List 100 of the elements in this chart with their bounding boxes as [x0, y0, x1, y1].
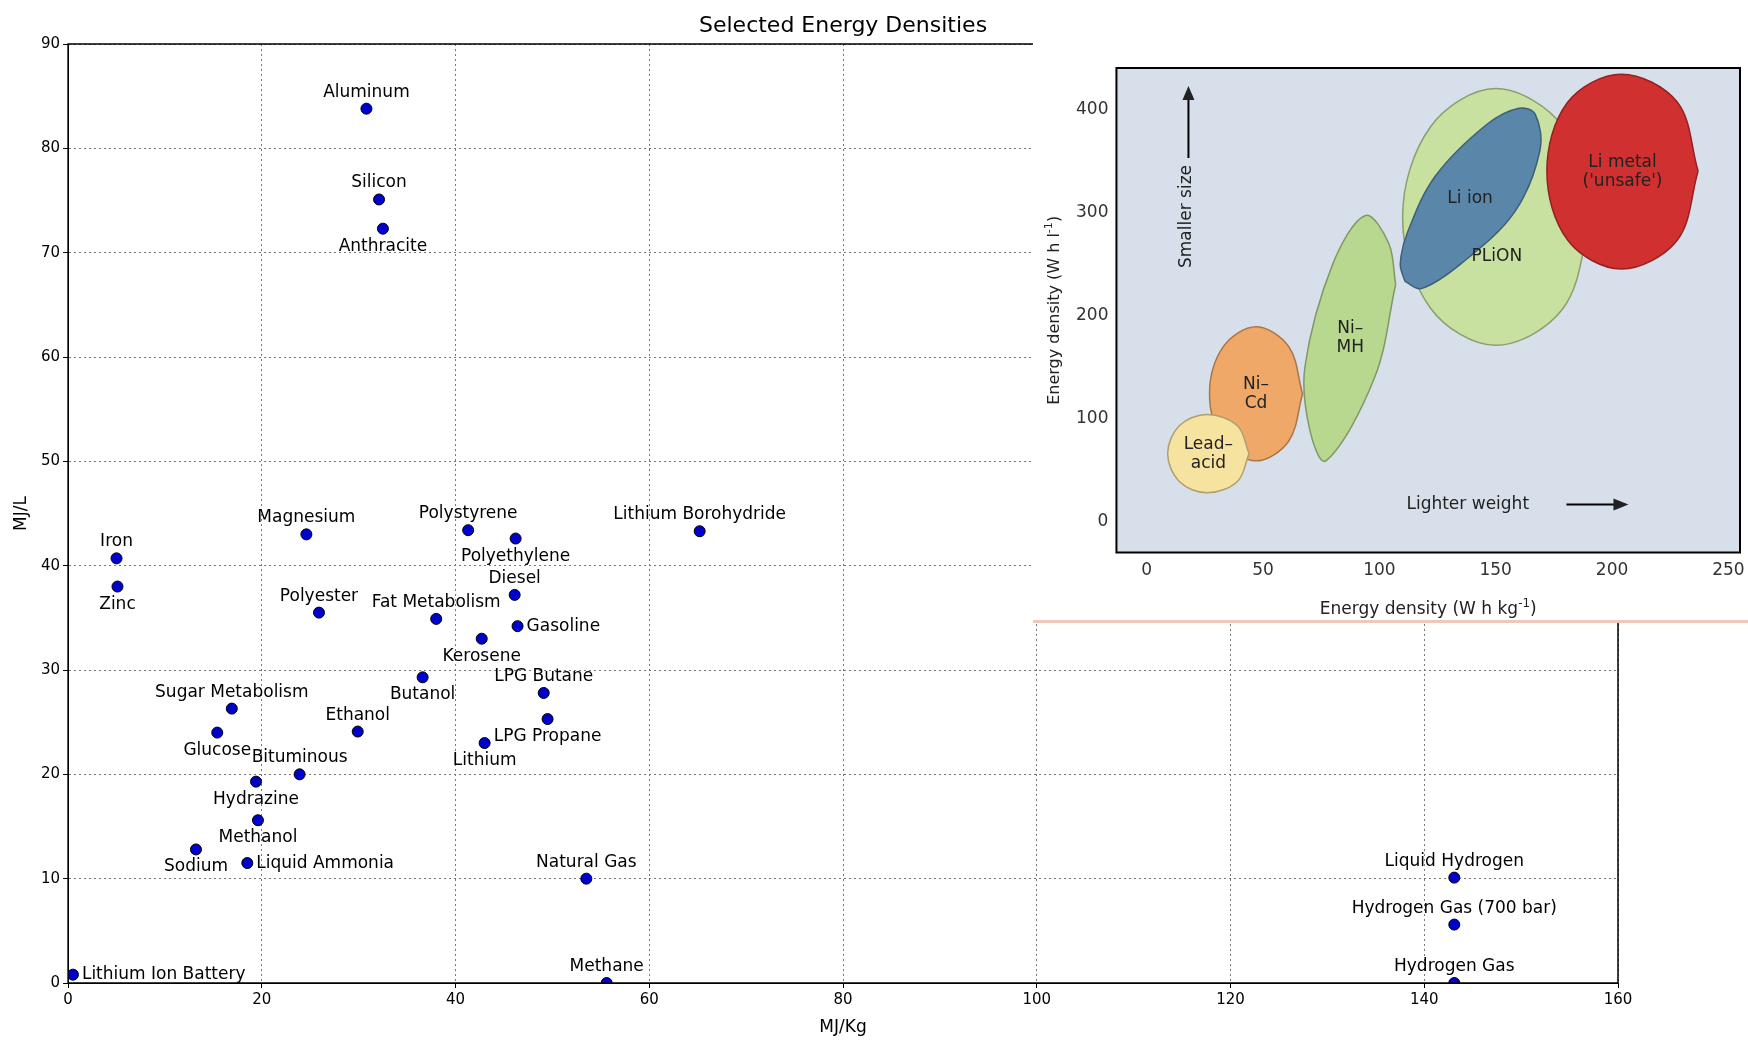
point — [211, 726, 224, 739]
annotation: Lithium Borohydride — [613, 503, 787, 524]
point — [430, 612, 443, 625]
point — [693, 525, 706, 538]
point — [312, 606, 325, 619]
y-tick-label: 70 — [40, 242, 61, 261]
x-tick-label: 80 — [833, 989, 853, 1008]
annotation: Hydrogen Gas — [1394, 955, 1515, 975]
x-tick-label: 200 — [1595, 559, 1629, 580]
point — [416, 671, 429, 684]
point — [508, 588, 521, 601]
x-tick-label: 40 — [446, 989, 466, 1008]
annotation: Polyester — [279, 584, 359, 605]
annotation: Gasoline — [526, 614, 601, 635]
x-axis-title: MJ/Kg — [819, 1016, 867, 1036]
x-tick-label: 100 — [1022, 989, 1052, 1008]
point — [580, 872, 593, 885]
annotation: Smaller size — [1174, 164, 1195, 268]
point — [351, 725, 364, 738]
y-tick-label: 20 — [40, 764, 61, 783]
x-tick-label: 250 — [1712, 559, 1745, 580]
annotation: Lithium — [452, 749, 517, 770]
annotation: Fat Metabolism — [371, 590, 501, 611]
annotation: LPG Propane — [493, 725, 602, 746]
annotation: Sugar Metabolism — [155, 680, 309, 701]
annotation: Liquid Ammonia — [256, 851, 395, 872]
annotation: Ethanol — [325, 703, 390, 724]
point — [1448, 918, 1461, 931]
y-tick-label: 400 — [1075, 97, 1109, 118]
x-tick-label: 160 — [1603, 989, 1633, 1008]
y-tick-label: 0 — [50, 972, 61, 991]
point — [462, 524, 475, 537]
y-tick-label: 200 — [1075, 303, 1109, 324]
annotation: LPG Butane — [494, 664, 594, 685]
annotation: Bituminous — [251, 746, 348, 767]
annotation: Aluminum — [323, 80, 410, 101]
series-label: Li metal ('unsafe') — [1582, 150, 1663, 190]
annotation: Diesel — [488, 566, 541, 587]
y-tick-label: 80 — [40, 138, 61, 157]
x-tick-label: 140 — [1409, 989, 1439, 1008]
annotation: Methanol — [218, 826, 298, 847]
point — [475, 632, 488, 645]
annotation: Polystyrene — [418, 502, 518, 523]
annotation: Polyethylene — [461, 544, 571, 565]
annotation: Hydrazine — [213, 787, 299, 808]
point — [376, 222, 389, 235]
point — [225, 702, 238, 715]
point — [251, 814, 264, 827]
x-tick-label: 150 — [1479, 559, 1512, 580]
series-label: Li ion — [1447, 186, 1493, 207]
annotation: Natural Gas — [536, 850, 637, 871]
x-tick-label: 120 — [1216, 989, 1245, 1008]
annotation: Methane — [569, 955, 644, 975]
annotation: Lighter weight — [1406, 493, 1530, 514]
series-label: Lead–acid — [1183, 432, 1234, 472]
y-tick-label: 0 — [1097, 510, 1109, 531]
y-tick-label: 60 — [40, 346, 61, 365]
x-tick-label: 20 — [252, 989, 272, 1008]
x-tick-label: 0 — [1141, 559, 1153, 580]
chart-title: Selected Energy Densities — [698, 12, 988, 37]
point — [111, 580, 124, 593]
y-tick-label: 100 — [1075, 406, 1109, 427]
annotation: Hydrogen Gas (700 bar) — [1351, 896, 1557, 917]
y-tick-label: 30 — [40, 659, 61, 678]
point — [68, 968, 79, 981]
annotation: Magnesium — [257, 506, 356, 527]
point — [511, 620, 524, 633]
y-axis-title: MJ/L — [10, 495, 30, 531]
series-label: Ni–Cd — [1243, 372, 1270, 412]
y-tick-label: 10 — [40, 868, 61, 887]
point — [478, 737, 491, 750]
point — [537, 686, 550, 699]
x-tick-label: 100 — [1363, 559, 1396, 580]
point — [189, 843, 202, 856]
x-tick-label: 50 — [1252, 559, 1274, 580]
series-label: Ni–MH — [1336, 317, 1365, 357]
point — [250, 775, 263, 788]
series-label: PLiON — [1471, 245, 1523, 266]
annotation: Silicon — [351, 171, 407, 192]
point — [110, 552, 123, 565]
annotation: Butanol — [389, 683, 456, 704]
annotation: Iron — [100, 530, 133, 551]
y-tick-label: 50 — [40, 451, 61, 470]
x-tick-label: 0 — [63, 989, 73, 1008]
annotation: Zinc — [99, 592, 136, 613]
y-tick-label: 90 — [40, 33, 61, 52]
point — [241, 857, 254, 870]
point — [1448, 871, 1461, 884]
annotation: Liquid Hydrogen — [1384, 849, 1524, 870]
y-axis-title: Energy density (W h l-1) — [1042, 215, 1064, 405]
annotation: Anthracite — [338, 234, 428, 255]
point — [373, 193, 386, 206]
x-tick-label: 60 — [639, 989, 659, 1008]
point — [541, 713, 554, 726]
point — [360, 102, 373, 115]
annotation: Glucose — [183, 738, 252, 759]
point — [300, 528, 313, 541]
annotation: Kerosene — [442, 644, 521, 665]
annotation: Lithium Ion Battery — [81, 963, 246, 984]
y-tick-label: 300 — [1075, 200, 1109, 221]
